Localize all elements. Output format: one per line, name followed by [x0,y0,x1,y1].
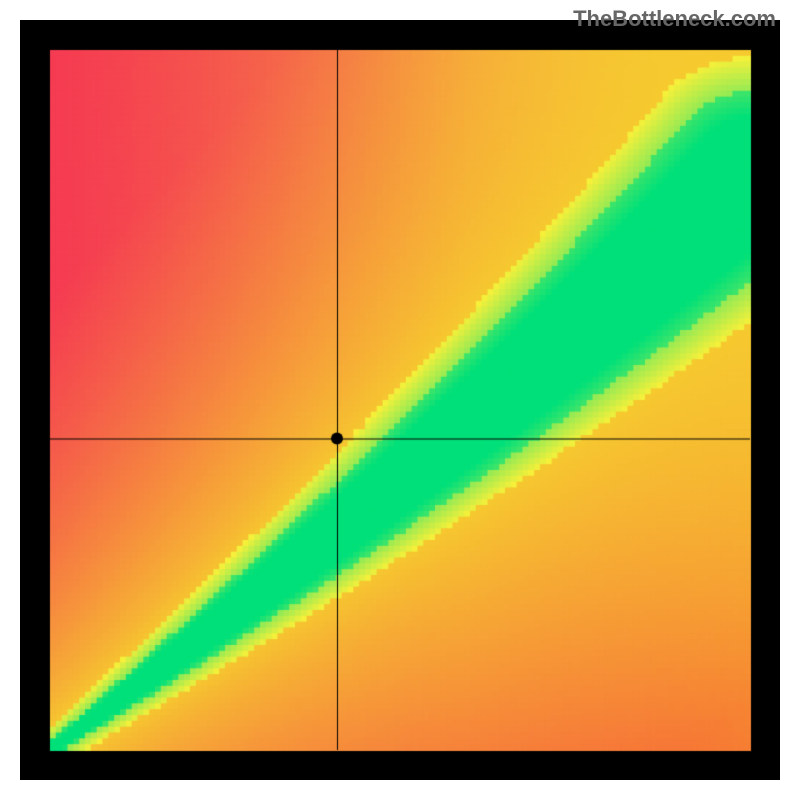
watermark-text: TheBottleneck.com [573,6,776,32]
bottleneck-heatmap [20,20,780,780]
chart-wrap [0,0,800,800]
chart-container: TheBottleneck.com [0,0,800,800]
